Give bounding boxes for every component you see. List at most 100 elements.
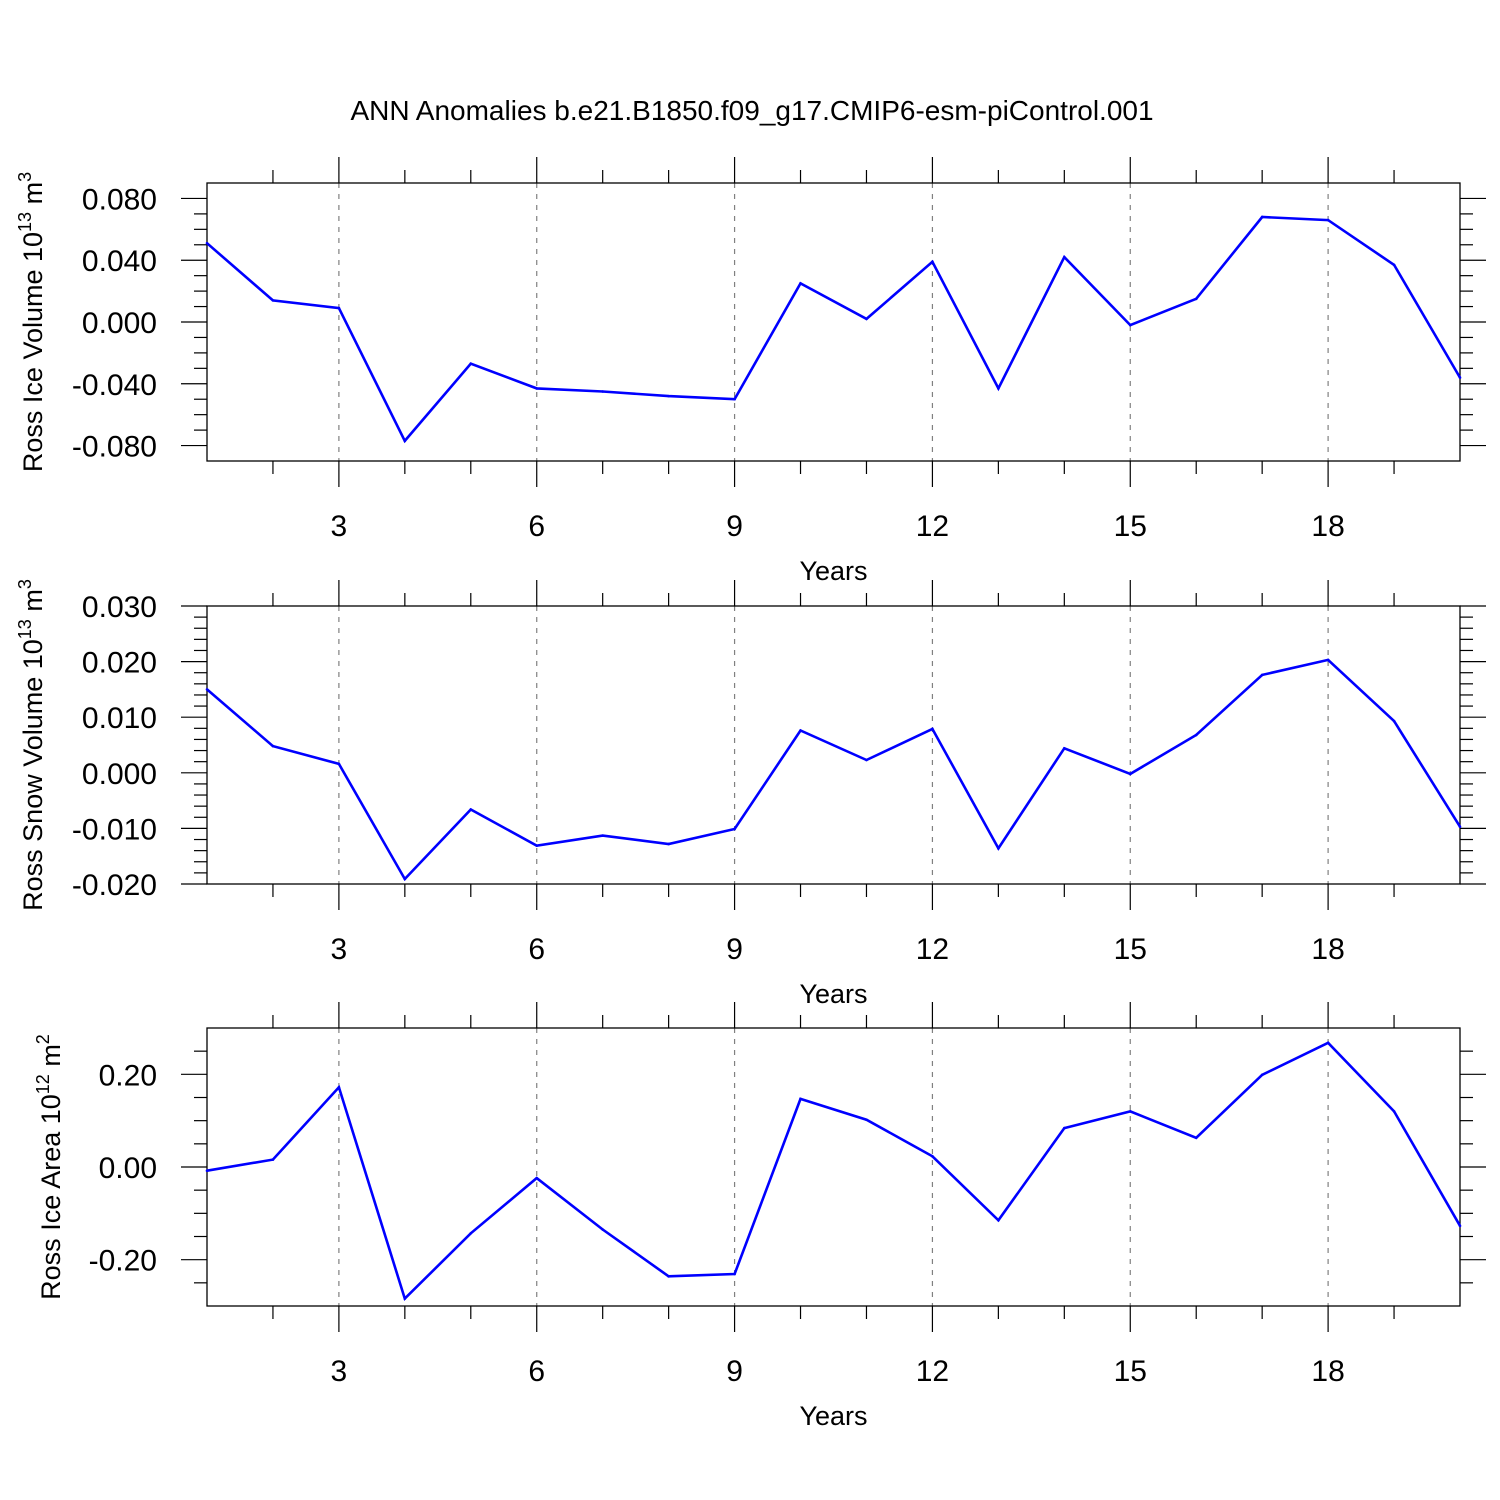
data-point bbox=[469, 1231, 473, 1235]
data-point bbox=[799, 1097, 802, 1101]
data-point bbox=[1326, 1041, 1330, 1045]
data-point bbox=[733, 1272, 736, 1276]
data-point bbox=[865, 317, 868, 321]
data-point bbox=[271, 744, 275, 748]
y-tick-label: -0.020 bbox=[72, 869, 157, 902]
x-axis-label: Years bbox=[799, 556, 867, 586]
data-point bbox=[1128, 1110, 1132, 1113]
y-tick-label: 0.080 bbox=[82, 183, 157, 216]
x-tick-label: 18 bbox=[1311, 510, 1344, 543]
data-point bbox=[667, 394, 670, 398]
data-point bbox=[733, 397, 736, 401]
data-point bbox=[469, 808, 473, 811]
data-point bbox=[1392, 719, 1396, 723]
data-point bbox=[1326, 218, 1330, 222]
data-point bbox=[1128, 323, 1132, 327]
data-point bbox=[997, 1218, 1000, 1222]
data-point bbox=[601, 834, 604, 837]
data-point bbox=[1326, 658, 1330, 662]
y-axis-label: Ross Ice Area 1012 m2 bbox=[33, 1034, 66, 1300]
x-tick-label: 9 bbox=[726, 933, 743, 966]
data-point bbox=[1260, 673, 1264, 677]
data-point bbox=[667, 842, 670, 846]
y-tick-label: -0.080 bbox=[72, 431, 157, 464]
y-axis-label: Ross Snow Volume 1013 m3 bbox=[15, 579, 48, 911]
data-point bbox=[997, 847, 1000, 850]
y-tick-label: 0.010 bbox=[82, 702, 157, 735]
x-tick-label: 6 bbox=[528, 1355, 545, 1388]
x-tick-label: 15 bbox=[1114, 933, 1147, 966]
data-point bbox=[1392, 263, 1396, 267]
data-point bbox=[1194, 1136, 1198, 1140]
x-tick-label: 15 bbox=[1114, 1355, 1147, 1388]
data-point bbox=[1260, 215, 1264, 219]
data-point bbox=[865, 758, 868, 762]
data-point bbox=[1392, 1110, 1396, 1113]
data-point bbox=[403, 877, 407, 881]
data-point bbox=[1063, 747, 1066, 750]
data-series-line bbox=[206, 215, 1462, 444]
data-series-line bbox=[206, 658, 1462, 882]
x-tick-label: 12 bbox=[916, 510, 949, 543]
data-point bbox=[1128, 772, 1132, 776]
data-point bbox=[469, 362, 473, 366]
y-axis-label: Ross Ice Volume 1013 m3 bbox=[15, 172, 48, 472]
x-tick-label: 6 bbox=[528, 933, 545, 966]
y-tick-label: 0.20 bbox=[99, 1059, 157, 1092]
data-point bbox=[205, 688, 209, 691]
data-point bbox=[535, 844, 539, 847]
data-point bbox=[1458, 825, 1462, 829]
data-point bbox=[403, 1297, 407, 1300]
x-tick-label: 18 bbox=[1311, 933, 1344, 966]
data-point bbox=[667, 1275, 670, 1278]
x-tick-label: 3 bbox=[331, 1355, 348, 1388]
x-tick-label: 9 bbox=[726, 510, 743, 543]
x-tick-label: 6 bbox=[528, 510, 545, 543]
data-point bbox=[799, 282, 802, 285]
data-point bbox=[271, 299, 275, 302]
plot-frame bbox=[206, 605, 1461, 885]
data-point bbox=[931, 260, 934, 264]
data-point bbox=[337, 306, 341, 310]
data-series-line bbox=[206, 1041, 1462, 1302]
data-point bbox=[1063, 255, 1066, 259]
y-tick-label: -0.20 bbox=[89, 1245, 157, 1278]
data-point bbox=[403, 439, 407, 443]
data-point bbox=[535, 1176, 539, 1180]
chart-panel-3: 3 6 9 12 15 18 Years 0.20 0.00 -0.20 Ross Ice Area… bbox=[33, 1002, 1486, 1431]
data-point bbox=[1260, 1073, 1264, 1077]
y-tick-label: 0.00 bbox=[99, 1152, 157, 1185]
data-point bbox=[337, 762, 341, 766]
data-point bbox=[799, 729, 802, 732]
x-axis-label: Years bbox=[799, 1401, 867, 1431]
data-point bbox=[601, 390, 604, 393]
data-point bbox=[1194, 297, 1198, 301]
data-point bbox=[997, 387, 1000, 390]
data-point bbox=[865, 1118, 868, 1122]
data-point bbox=[535, 387, 539, 390]
x-tick-label: 15 bbox=[1114, 510, 1147, 543]
y-tick-label: 0.020 bbox=[82, 647, 157, 680]
y-tick-label: -0.010 bbox=[72, 813, 157, 846]
data-point bbox=[733, 827, 736, 831]
data-point bbox=[1458, 1224, 1462, 1228]
y-tick-label: 0.000 bbox=[82, 758, 157, 791]
x-tick-label: 18 bbox=[1311, 1355, 1344, 1388]
x-tick-label: 3 bbox=[331, 510, 348, 543]
data-point bbox=[337, 1086, 341, 1089]
data-point bbox=[931, 1155, 934, 1158]
chart-panel-1: 3 6 9 12 15 18 Years 0.080 0.040 0.000 -0.040 -0.08… bbox=[15, 157, 1486, 586]
y-tick-label: -0.040 bbox=[72, 369, 157, 402]
data-point bbox=[205, 241, 209, 245]
data-point bbox=[931, 727, 934, 731]
data-point bbox=[271, 1158, 275, 1161]
data-point bbox=[1063, 1126, 1066, 1130]
x-tick-label: 12 bbox=[916, 933, 949, 966]
x-axis-label: Years bbox=[799, 979, 867, 1009]
y-tick-label: 0.030 bbox=[82, 591, 157, 624]
x-tick-label: 9 bbox=[726, 1355, 743, 1388]
panels: 3 6 9 12 15 18 Years 0.080 0.040 0.000 -0.040 -0.08… bbox=[15, 157, 1486, 1431]
chart-panel-2: 3 6 9 12 15 18 Years 0.030 0.020 0.010 0.000 -0.010… bbox=[15, 579, 1486, 1009]
